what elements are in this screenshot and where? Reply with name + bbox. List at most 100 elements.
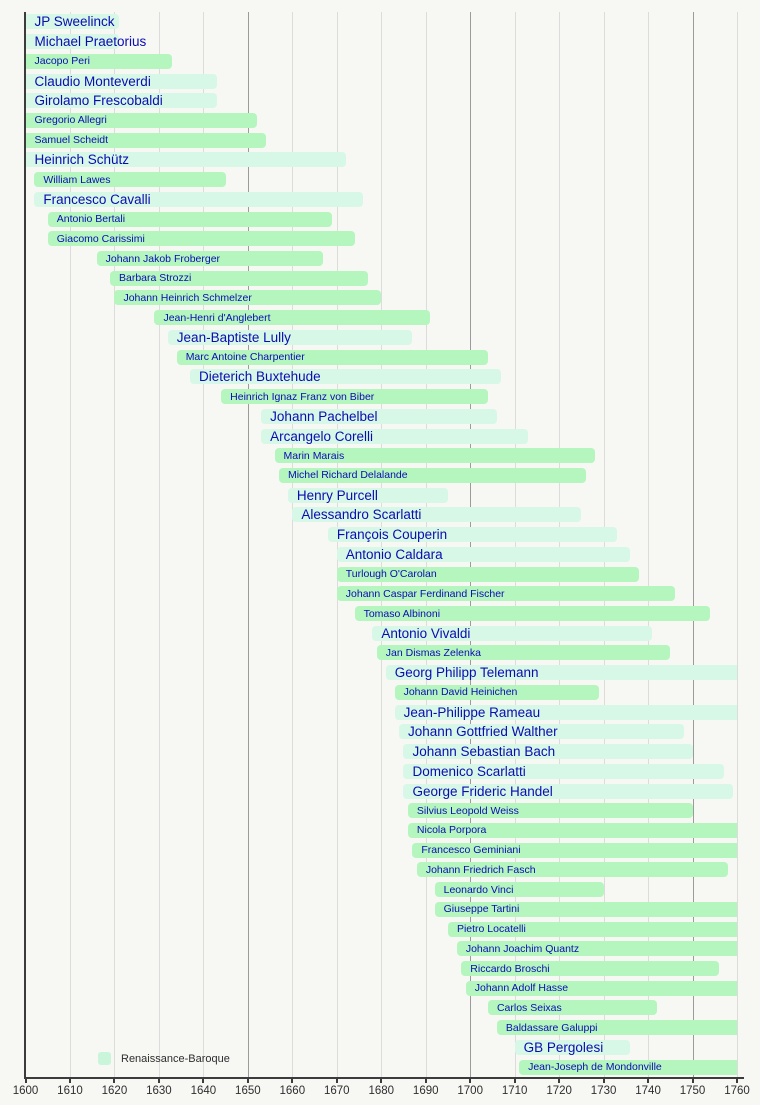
composer-name: Pietro Locatelli bbox=[456, 923, 526, 936]
composer-name: Heinrich Ignaz Franz von Biber bbox=[230, 390, 375, 403]
y-axis-line bbox=[24, 12, 26, 1077]
composer-name: Riccardo Broschi bbox=[470, 962, 550, 975]
lifespan-bar bbox=[434, 901, 737, 917]
composer-name: Johann Friedrich Fasch bbox=[425, 863, 536, 876]
composer-name: Georg Philipp Telemann bbox=[394, 665, 539, 681]
gridline bbox=[336, 12, 338, 1077]
x-tick bbox=[24, 1077, 27, 1083]
lifespan-bar bbox=[274, 448, 595, 464]
lifespan-bar bbox=[221, 389, 488, 405]
composer-name: Samuel Scheidt bbox=[34, 134, 109, 147]
composer-name: Marin Marais bbox=[283, 449, 345, 462]
lifespan-bar bbox=[25, 73, 217, 89]
lifespan-bar bbox=[176, 349, 488, 365]
lifespan-bar bbox=[456, 941, 737, 957]
composer-name: Barbara Strozzi bbox=[118, 272, 192, 285]
lifespan-bar bbox=[519, 1059, 737, 1075]
gridline bbox=[737, 12, 738, 1077]
gridline bbox=[292, 12, 294, 1077]
composer-name: Giuseppe Tartini bbox=[443, 903, 520, 916]
x-tick-label: 1640 bbox=[190, 1085, 217, 1097]
x-tick-label: 1730 bbox=[590, 1085, 617, 1097]
lifespan-bar bbox=[34, 172, 226, 188]
gridline bbox=[69, 12, 71, 1077]
lifespan-bar bbox=[34, 191, 364, 207]
lifespan-bar bbox=[416, 862, 729, 878]
lifespan-bar bbox=[287, 487, 448, 503]
composer-name: Turlough O'Carolan bbox=[345, 568, 437, 581]
x-tick bbox=[602, 1077, 605, 1083]
lifespan-bar bbox=[167, 329, 413, 345]
gridline bbox=[470, 12, 472, 1077]
composer-name: Jean-Philippe Rameau bbox=[403, 704, 541, 720]
lifespan-bar bbox=[96, 251, 324, 267]
composer-name: Domenico Scarlatti bbox=[412, 763, 526, 779]
gridline bbox=[247, 12, 249, 1077]
composer-name: Francesco Cavalli bbox=[43, 191, 151, 207]
composer-name: William Lawes bbox=[43, 173, 111, 186]
lifespan-bar bbox=[403, 783, 733, 799]
legend: Renaissance-Baroque bbox=[98, 1052, 230, 1065]
composer-name: Antonio Vivaldi bbox=[381, 625, 471, 641]
x-tick-label: 1700 bbox=[457, 1085, 483, 1097]
lifespan-bar bbox=[465, 980, 737, 996]
composer-name: Gregorio Allegri bbox=[34, 114, 107, 127]
lifespan-bar bbox=[354, 606, 711, 622]
composer-name: Johann Gottfried Walther bbox=[408, 724, 558, 740]
lifespan-bar bbox=[447, 921, 737, 937]
gridline bbox=[692, 12, 694, 1077]
x-tick bbox=[424, 1077, 427, 1083]
lifespan-bar bbox=[25, 152, 346, 168]
x-tick bbox=[469, 1077, 472, 1083]
x-tick-label: 1600 bbox=[12, 1085, 39, 1097]
composer-name: Claudio Monteverdi bbox=[34, 73, 151, 89]
lifespan-bar bbox=[407, 803, 693, 819]
gridline bbox=[203, 12, 205, 1077]
x-tick bbox=[291, 1077, 294, 1083]
lifespan-bar bbox=[336, 546, 631, 562]
composer-name: Johann Joachim Quantz bbox=[465, 942, 580, 955]
x-tick-label: 1740 bbox=[635, 1085, 661, 1097]
lifespan-bar bbox=[190, 369, 502, 385]
lifespan-bar bbox=[403, 763, 724, 779]
x-tick-label: 1680 bbox=[368, 1085, 395, 1097]
x-tick-label: 1720 bbox=[546, 1085, 572, 1097]
composer-name: Michael Praetorius bbox=[34, 34, 147, 50]
lifespan-bar bbox=[114, 290, 382, 306]
gridline bbox=[158, 12, 160, 1077]
x-tick bbox=[380, 1077, 383, 1083]
lifespan-bar bbox=[514, 1039, 631, 1055]
composer-name: Johann David Heinichen bbox=[403, 686, 518, 699]
composer-name: Michel Richard Delalande bbox=[287, 469, 408, 482]
x-tick-label: 1660 bbox=[279, 1085, 306, 1097]
composer-name: Tomaso Albinoni bbox=[363, 607, 441, 620]
composer-name: Baldassare Galuppi bbox=[505, 1021, 598, 1034]
lifespan-bar bbox=[376, 645, 671, 661]
composer-name: Antonio Bertali bbox=[56, 213, 126, 226]
lifespan-bar bbox=[403, 744, 693, 760]
lifespan-bar bbox=[25, 53, 173, 69]
x-tick-label: 1650 bbox=[235, 1085, 261, 1097]
composer-name: Giacomo Carissimi bbox=[56, 232, 145, 245]
composer-name: Jean-Baptiste Lully bbox=[176, 329, 291, 345]
gridline bbox=[381, 12, 383, 1077]
composer-name: Nicola Porpora bbox=[416, 824, 487, 837]
lifespan-bar bbox=[461, 961, 720, 977]
x-tick-label: 1620 bbox=[101, 1085, 128, 1097]
gridline bbox=[114, 12, 116, 1077]
lifespan-bar bbox=[327, 527, 617, 543]
legend-label: Renaissance-Baroque bbox=[121, 1052, 230, 1065]
lifespan-bar bbox=[434, 882, 604, 898]
composer-name: Dieterich Buxtehude bbox=[199, 369, 321, 385]
lifespan-bar bbox=[292, 507, 582, 523]
composer-name: Johann Adolf Hasse bbox=[474, 982, 569, 995]
lifespan-bar bbox=[25, 132, 266, 148]
x-tick-label: 1670 bbox=[323, 1085, 350, 1097]
composer-name: Jean-Joseph de Mondonville bbox=[528, 1061, 662, 1074]
lifespan-bar bbox=[25, 112, 257, 128]
x-tick bbox=[246, 1077, 249, 1083]
lifespan-bar bbox=[336, 566, 640, 582]
composer-name: Silvius Leopold Weiss bbox=[416, 804, 519, 817]
composer-name: Francesco Geminiani bbox=[421, 844, 521, 857]
